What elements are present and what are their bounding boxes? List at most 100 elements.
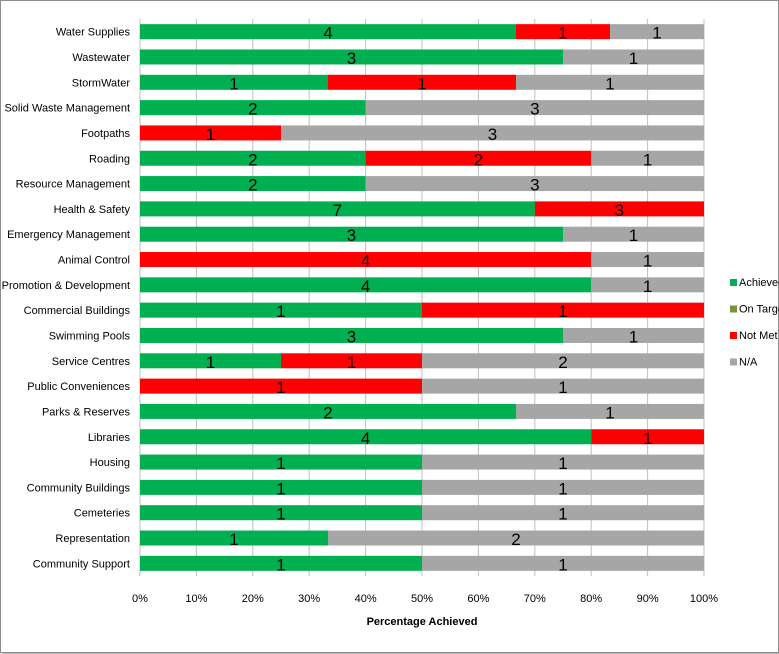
legend-label: On Target	[739, 304, 779, 316]
bar-value-label: 2	[511, 530, 520, 549]
bar-value-label: 1	[558, 378, 567, 397]
bar-segment	[422, 302, 704, 318]
bar-value-label: 1	[605, 74, 614, 93]
bar-value-label: 2	[248, 176, 257, 195]
x-tick-label: 0%	[132, 593, 148, 605]
bar-value-label: 1	[643, 252, 652, 271]
bar-value-label: 1	[276, 555, 285, 574]
category-label: Service Centres	[52, 356, 131, 368]
bar-value-label: 4	[361, 277, 370, 296]
bar-segment	[328, 74, 516, 90]
x-axis-title: Percentage Achieved	[367, 616, 478, 628]
bar-segment	[328, 530, 704, 546]
bar-value-label: 1	[276, 302, 285, 321]
bar-segment	[140, 74, 328, 90]
bar-value-label: 2	[558, 353, 567, 372]
bar-segment	[140, 49, 563, 65]
legend-swatch	[730, 279, 737, 286]
bar-segment	[365, 176, 704, 192]
bar-value-label: 2	[323, 403, 332, 422]
bar-value-label: 3	[347, 49, 356, 68]
category-label: Emergency Management	[7, 229, 130, 241]
bar-value-label: 7	[333, 201, 342, 220]
bar-segment	[422, 378, 704, 394]
bar-value-label: 2	[248, 100, 257, 119]
bar-value-label: 1	[417, 74, 426, 93]
bar-segment	[591, 150, 704, 166]
bar-segment	[140, 429, 592, 445]
category-label: Water Supplies	[56, 27, 131, 39]
bar-segment	[140, 201, 535, 217]
bar-segment	[610, 24, 704, 40]
x-tick-label: 70%	[524, 593, 546, 605]
x-tick-label: 100%	[690, 593, 718, 605]
bar-segment	[563, 49, 704, 65]
bar-segment	[365, 150, 592, 166]
category-label: Commercial Buildings	[24, 305, 131, 317]
category-label: Housing	[90, 457, 130, 469]
bar-value-label: 1	[347, 353, 356, 372]
bar-segment	[563, 226, 704, 242]
bar-value-label: 1	[629, 327, 638, 346]
bar-value-label: 4	[323, 24, 332, 43]
bar-value-label: 1	[558, 302, 567, 321]
legend-swatch	[730, 332, 737, 339]
bar-segment	[140, 353, 281, 369]
category-label: Libraries	[88, 432, 131, 444]
bar-value-label: 1	[229, 530, 238, 549]
legend-swatch	[730, 358, 737, 366]
bar-segment	[516, 403, 704, 419]
category-label: Wastewater	[72, 52, 130, 64]
category-label: Solid Waste Management	[4, 103, 130, 115]
category-label: Health & Safety	[54, 204, 131, 216]
bar-segment	[422, 353, 704, 369]
bar-segment	[516, 74, 704, 90]
bar-segment	[140, 530, 328, 546]
x-tick-label: 60%	[467, 593, 489, 605]
bar-value-label: 1	[558, 454, 567, 473]
bar-segment	[281, 353, 422, 369]
bar-segment	[591, 429, 704, 445]
category-label: Community Buildings	[27, 482, 131, 494]
bar-segment	[516, 24, 610, 40]
legend: Achieved On Target Not Met N/A	[730, 277, 779, 369]
bar-value-label: 1	[629, 49, 638, 68]
bar-value-label: 4	[361, 429, 370, 448]
bar-segment	[591, 252, 704, 268]
bar-segment	[140, 100, 366, 116]
bar-segment	[140, 277, 592, 293]
bar-value-label: 1	[558, 479, 567, 498]
bar-value-label: 2	[474, 150, 483, 169]
bar-segment	[365, 100, 704, 116]
bar-value-label: 1	[558, 505, 567, 524]
bar-segment	[140, 403, 516, 419]
bar-value-label: 1	[206, 353, 215, 372]
bar-segment	[281, 125, 704, 141]
bar-segment	[422, 555, 704, 571]
x-axis-ticks: 0% 10% 20% 30% 40% 50% 60% 70% 80% 90% 100%	[132, 593, 718, 605]
bar-value-label: 1	[643, 277, 652, 296]
x-tick-label: 50%	[411, 593, 433, 605]
category-label: Roading	[89, 153, 130, 165]
data-labels: 4 1 13 11 1 12 31 32 2 12 37 33 14 14 11 13 11 1 21 12 14 11 1…	[206, 24, 662, 575]
bar-value-label: 1	[652, 24, 661, 43]
legend-label: Achieved	[739, 277, 779, 289]
bar-value-label: 1	[229, 74, 238, 93]
bar-segment	[140, 302, 422, 318]
bar-value-label: 1	[276, 505, 285, 524]
bar-segment	[140, 555, 422, 571]
legend-label: N/A	[739, 357, 758, 369]
bar-value-label: 1	[276, 454, 285, 473]
bar-segment	[140, 176, 366, 192]
bar-value-label: 1	[643, 429, 652, 448]
bar-segment	[140, 327, 563, 343]
x-tick-label: 20%	[242, 593, 264, 605]
legend-label: Not Met	[739, 330, 778, 342]
bar-value-label: 3	[530, 100, 539, 119]
bar-value-label: 1	[629, 226, 638, 245]
bar-segment	[140, 505, 422, 521]
category-label: Swimming Pools	[49, 330, 131, 342]
bar-value-label: 1	[276, 479, 285, 498]
bar-segment	[140, 226, 563, 242]
